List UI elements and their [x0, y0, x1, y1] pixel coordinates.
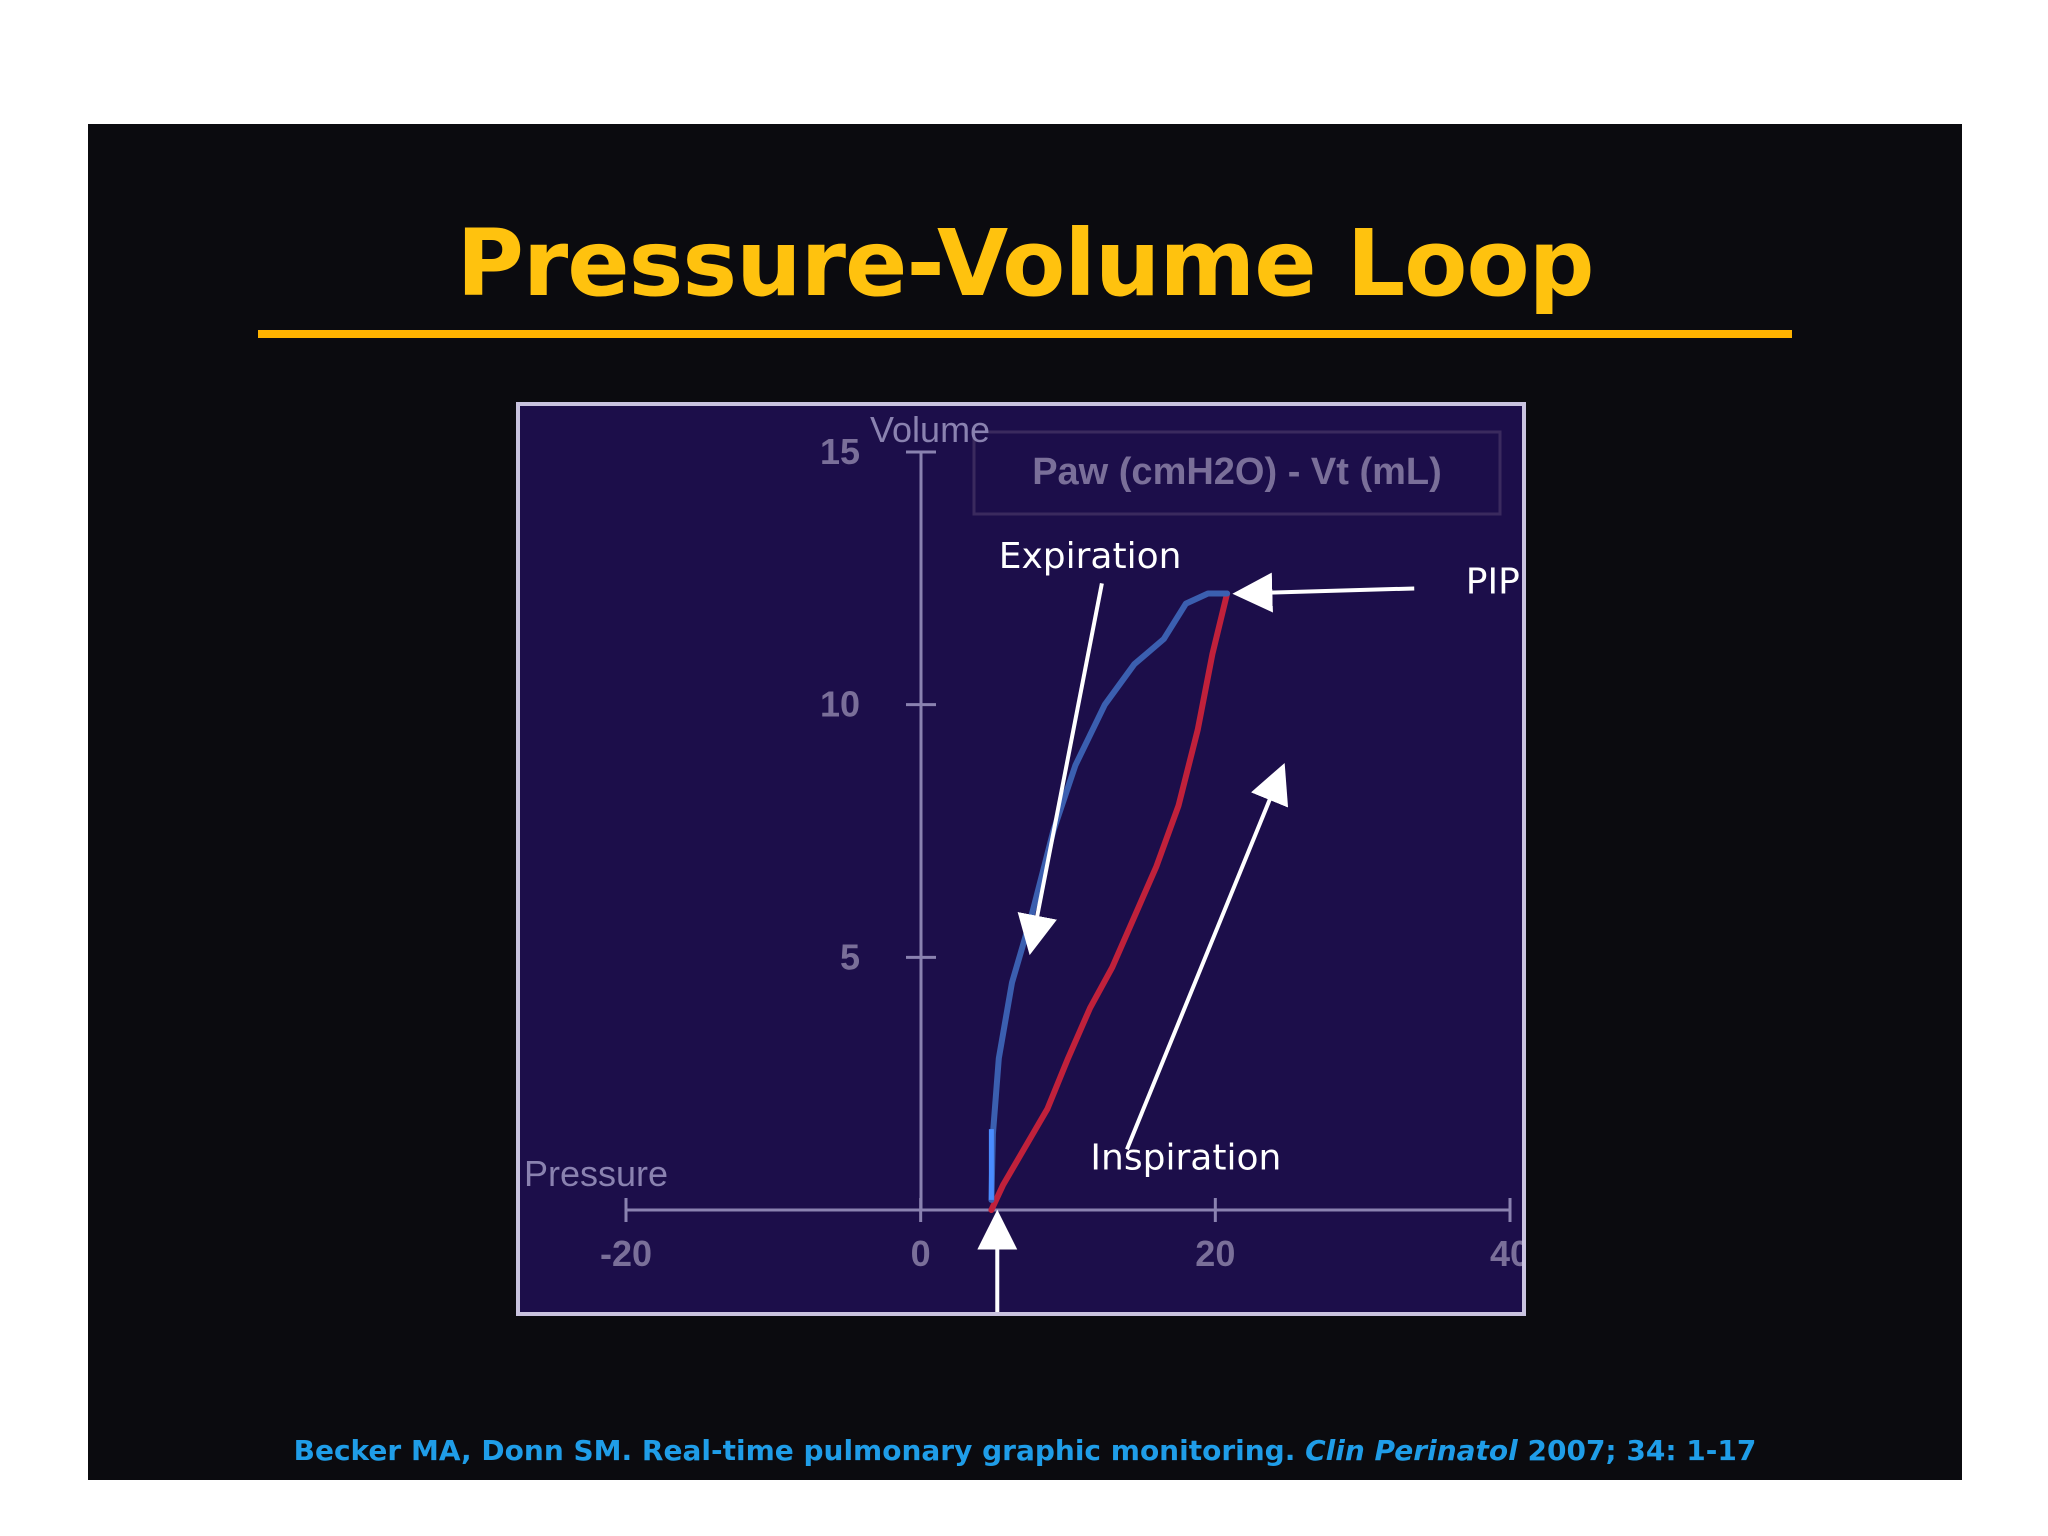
annotation-layer: ExpirationPIPInspirationPEEP [977, 536, 1520, 1312]
annotation-arrow [1232, 572, 1415, 613]
slide: Pressure-Volume Loop Paw (cmH2O) - Vt (m… [88, 124, 1962, 1480]
title-divider [258, 330, 1792, 338]
annotation-label: Inspiration [1090, 1138, 1281, 1179]
axis-ticks: -20 0 20 40 5 10 15 [600, 431, 1522, 1274]
series-line-inspiration [988, 590, 1231, 1213]
y-tick-label: 10 [820, 684, 860, 725]
x-tick-label: 0 [911, 1233, 931, 1274]
citation-details: 2007; 34: 1-17 [1527, 1434, 1757, 1467]
annotation-label: Expiration [999, 536, 1182, 577]
series-layer [988, 590, 1231, 1213]
x-tick-label: 40 [1490, 1233, 1522, 1274]
citation-journal: Clin Perinatol [1305, 1434, 1518, 1467]
annotation-arrow [1125, 762, 1289, 1151]
x-axis-label: Pressure [524, 1153, 668, 1194]
x-tick-label: -20 [600, 1233, 652, 1274]
chart-title: Paw (cmH2O) - Vt (mL) [1032, 451, 1442, 493]
bottom-margin [0, 1480, 2048, 1536]
pv-loop-chart: Paw (cmH2O) - Vt (mL) Volume Pressure -2… [524, 409, 1522, 1312]
slide-title: Pressure-Volume Loop [456, 210, 1594, 317]
citation: Becker MA, Donn SM. Real-time pulmonary … [88, 1434, 1962, 1467]
chart-panel: Paw (cmH2O) - Vt (mL) Volume Pressure -2… [516, 402, 1526, 1316]
series-line-expiration [988, 590, 1231, 1203]
y-tick-label: 5 [840, 936, 860, 977]
x-tick-label: 20 [1195, 1233, 1235, 1274]
y-tick-label: 15 [820, 431, 860, 472]
y-axis-label: Volume [870, 409, 990, 450]
citation-authors: Becker MA, Donn SM. Real-time pulmonary … [293, 1434, 1296, 1467]
annotation-label: PIP [1466, 561, 1520, 602]
chart-title-box [972, 430, 1502, 516]
annotation-arrow [1017, 583, 1104, 956]
